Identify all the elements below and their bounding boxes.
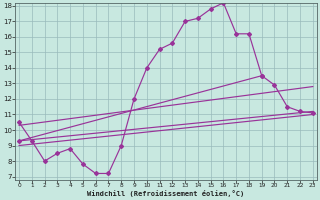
X-axis label: Windchill (Refroidissement éolien,°C): Windchill (Refroidissement éolien,°C) bbox=[87, 190, 244, 197]
